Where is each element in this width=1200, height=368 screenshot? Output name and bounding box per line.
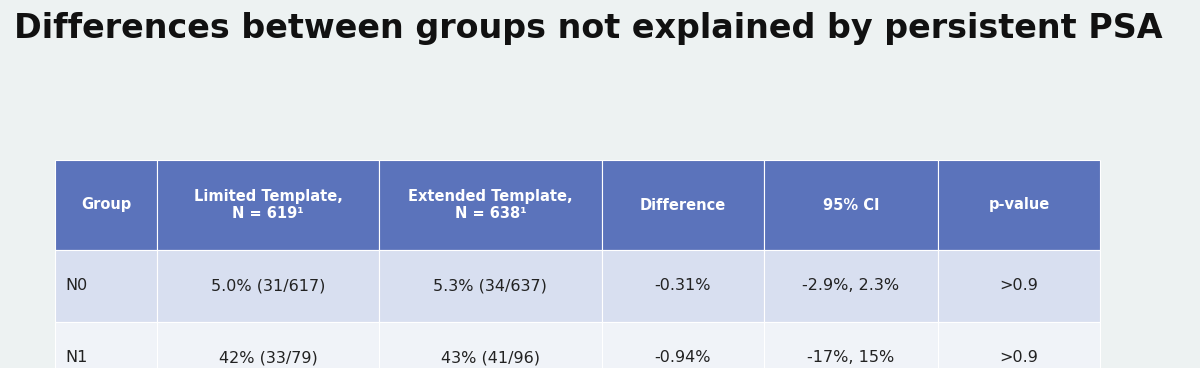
Text: 95% CI: 95% CI <box>822 198 880 212</box>
FancyBboxPatch shape <box>938 160 1100 250</box>
Text: p-value: p-value <box>989 198 1050 212</box>
Text: Extended Template,
N = 638¹: Extended Template, N = 638¹ <box>408 189 572 221</box>
Text: 5.0% (31/617): 5.0% (31/617) <box>211 279 325 294</box>
FancyBboxPatch shape <box>55 322 157 368</box>
Text: 42% (33/79): 42% (33/79) <box>218 350 318 365</box>
FancyBboxPatch shape <box>157 160 379 250</box>
FancyBboxPatch shape <box>763 160 938 250</box>
FancyBboxPatch shape <box>938 322 1100 368</box>
Text: Differences between groups not explained by persistent PSA: Differences between groups not explained… <box>14 12 1163 45</box>
Text: -0.31%: -0.31% <box>654 279 710 294</box>
FancyBboxPatch shape <box>601 250 763 322</box>
Text: N0: N0 <box>65 279 88 294</box>
FancyBboxPatch shape <box>763 322 938 368</box>
Text: -0.94%: -0.94% <box>654 350 710 365</box>
Text: -17%, 15%: -17%, 15% <box>808 350 894 365</box>
Text: Group: Group <box>80 198 131 212</box>
Text: 43% (41/96): 43% (41/96) <box>440 350 540 365</box>
FancyBboxPatch shape <box>55 160 157 250</box>
FancyBboxPatch shape <box>379 250 601 322</box>
Text: -2.9%, 2.3%: -2.9%, 2.3% <box>802 279 899 294</box>
Text: N1: N1 <box>65 350 88 365</box>
FancyBboxPatch shape <box>601 160 763 250</box>
FancyBboxPatch shape <box>763 250 938 322</box>
Text: >0.9: >0.9 <box>1000 279 1038 294</box>
FancyBboxPatch shape <box>379 160 601 250</box>
Text: Limited Template,
N = 619¹: Limited Template, N = 619¹ <box>193 189 343 221</box>
FancyBboxPatch shape <box>379 322 601 368</box>
FancyBboxPatch shape <box>157 250 379 322</box>
Text: 5.3% (34/637): 5.3% (34/637) <box>433 279 547 294</box>
Text: >0.9: >0.9 <box>1000 350 1038 365</box>
FancyBboxPatch shape <box>157 322 379 368</box>
FancyBboxPatch shape <box>55 250 157 322</box>
Text: Difference: Difference <box>640 198 726 212</box>
FancyBboxPatch shape <box>601 322 763 368</box>
FancyBboxPatch shape <box>938 250 1100 322</box>
